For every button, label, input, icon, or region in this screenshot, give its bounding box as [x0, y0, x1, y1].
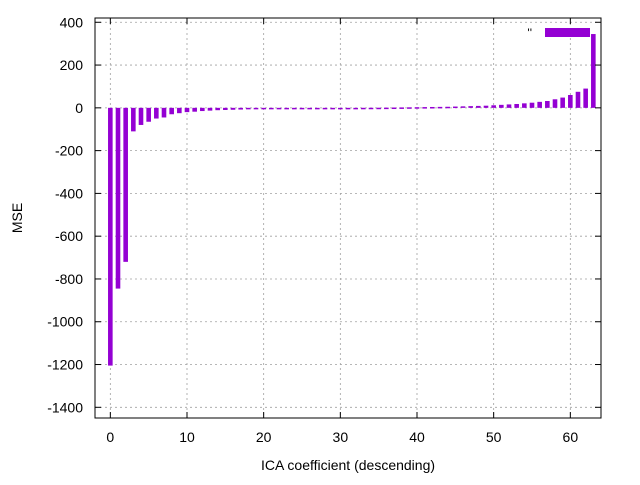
legend-swatch — [545, 28, 590, 37]
bars — [108, 34, 596, 366]
bar — [414, 107, 420, 109]
bar — [437, 106, 443, 109]
bar — [506, 104, 512, 108]
bar — [200, 107, 205, 112]
bar — [253, 107, 259, 110]
bar — [376, 107, 381, 110]
y-tick-label: -1000 — [47, 314, 83, 330]
bar — [522, 103, 527, 108]
bar — [568, 95, 573, 108]
bar — [161, 107, 167, 118]
bar — [529, 102, 535, 108]
y-tick-label: -600 — [55, 228, 83, 244]
ticks — [95, 18, 601, 418]
bar — [499, 104, 504, 108]
bar — [583, 88, 588, 108]
bar — [146, 107, 151, 122]
tick-labels: 400 200 0 -200 -400 -600 -800 -1000 -1200 -1400 0 1… — [47, 14, 578, 445]
bar — [368, 107, 374, 110]
bar — [407, 107, 412, 109]
y-tick-label: 400 — [60, 14, 84, 30]
x-tick-label: 40 — [409, 429, 425, 445]
y-tick-label: 0 — [75, 100, 83, 116]
y-tick-label: -200 — [55, 143, 83, 159]
bar — [537, 101, 542, 108]
bar — [108, 107, 113, 366]
bar — [338, 107, 343, 110]
bar — [460, 106, 466, 108]
bar — [154, 107, 159, 119]
x-axis-title: ICA coefficient (descending) — [261, 457, 435, 473]
x-tick-label: 30 — [333, 429, 349, 445]
legend-label: '' — [527, 26, 532, 40]
bar — [422, 107, 427, 109]
bar — [276, 107, 282, 110]
bar — [476, 105, 481, 108]
bar — [299, 107, 305, 110]
x-tick-label: 20 — [256, 429, 272, 445]
bar — [560, 97, 565, 108]
bar — [269, 107, 274, 110]
bar — [545, 100, 550, 108]
bar — [468, 106, 473, 108]
bar — [353, 107, 358, 110]
y-tick-label: -1400 — [47, 399, 83, 415]
bar — [330, 107, 335, 110]
bar — [215, 107, 220, 111]
bar — [399, 107, 404, 109]
x-tick-label: 60 — [563, 429, 579, 445]
bar — [207, 107, 213, 111]
bar — [552, 99, 558, 108]
bar — [184, 107, 190, 113]
plot-frame — [94, 17, 602, 419]
x-tick-label: 0 — [106, 429, 114, 445]
bar — [292, 107, 297, 110]
bar — [445, 106, 450, 109]
y-tick-label: -800 — [55, 271, 83, 287]
bar — [514, 103, 519, 108]
bar — [430, 106, 435, 109]
bar — [238, 107, 243, 110]
x-tick-label: 50 — [486, 429, 502, 445]
bar — [384, 107, 389, 110]
bar — [322, 107, 328, 110]
bar — [169, 107, 174, 115]
y-tick-label: -400 — [55, 185, 83, 201]
bar — [483, 105, 489, 108]
bar — [361, 107, 366, 110]
bar — [491, 105, 496, 108]
bar — [575, 91, 581, 108]
bar — [391, 107, 397, 110]
bar — [230, 107, 236, 110]
bar — [115, 107, 121, 289]
bar — [453, 106, 458, 109]
x-tick-label: 10 — [179, 429, 195, 445]
bar — [192, 107, 197, 112]
bar — [315, 107, 320, 110]
bar — [246, 107, 251, 110]
legend: '' — [527, 26, 590, 40]
bar — [123, 107, 128, 262]
bar — [138, 107, 144, 125]
bar — [177, 107, 182, 114]
y-axis-title: MSE — [9, 203, 25, 233]
y-tick-label: -1200 — [47, 357, 83, 373]
grid — [95, 18, 601, 418]
bar — [284, 107, 289, 110]
bar — [131, 107, 136, 132]
bar — [223, 107, 228, 110]
bar — [261, 107, 266, 110]
bar — [345, 107, 351, 110]
bar — [307, 107, 312, 110]
bar — [591, 34, 596, 108]
y-tick-label: 200 — [60, 57, 84, 73]
